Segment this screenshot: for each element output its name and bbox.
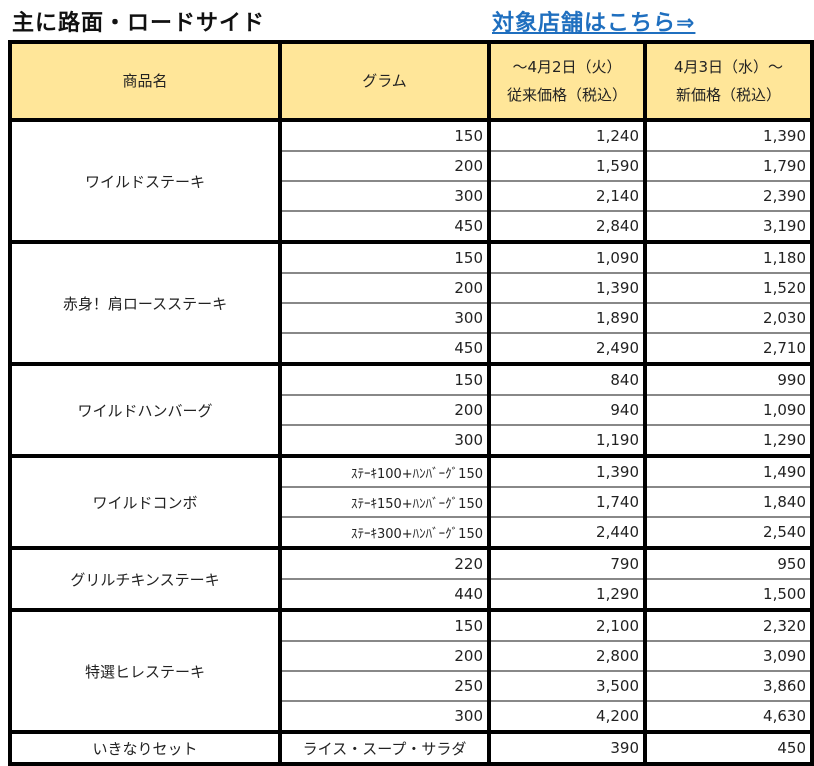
old-price: 2,440	[487, 517, 647, 550]
new-price: 1,790	[643, 151, 814, 182]
old-price: 1,740	[487, 487, 647, 518]
old-price: 1,390	[487, 273, 647, 304]
new-price: 950	[643, 548, 814, 580]
new-price: 2,030	[643, 303, 814, 334]
table-row: 440 1,290 1,500	[10, 579, 814, 612]
table-row: 200 1,590 1,790	[10, 151, 814, 182]
new-price: 1,520	[643, 273, 814, 304]
old-price: 3,500	[487, 671, 647, 702]
new-price: 3,190	[643, 211, 814, 244]
gram-value: 150	[278, 242, 491, 274]
old-price: 940	[487, 395, 647, 426]
column-header-gram: グラム	[278, 40, 491, 122]
old-price: 1,890	[487, 303, 647, 334]
new-price: 3,090	[643, 641, 814, 672]
product-name: グリルチキンステーキ	[8, 546, 282, 612]
table-row: グリルチキンステーキ 220 790 950	[8, 546, 814, 612]
table-row: ｽﾃｰｷ150+ﾊﾝﾊﾞｰｸﾞ150 1,740 1,840	[10, 487, 814, 518]
old-price: 2,840	[487, 211, 647, 244]
gram-value: 450	[278, 211, 491, 244]
old-price: 2,140	[487, 181, 647, 212]
price-table: 商品名 グラム ～4月2日（火） 従来価格（税込） 4月3日（水）～ 新価格（税…	[8, 40, 814, 766]
table-row: 特選ヒレステーキ 150 2,100 2,320	[8, 608, 814, 734]
gram-value: ｽﾃｰｷ100+ﾊﾝﾊﾞｰｸﾞ150	[278, 456, 491, 488]
old-price: 390	[487, 732, 647, 766]
gram-value: 200	[278, 151, 491, 182]
gram-value: 250	[278, 671, 491, 702]
gram-value: 450	[278, 333, 491, 366]
old-price: 2,490	[487, 333, 647, 366]
gram-value: 220	[278, 548, 491, 580]
gram-value: ｽﾃｰｷ300+ﾊﾝﾊﾞｰｸﾞ150	[278, 517, 491, 550]
table-row: 250 3,500 3,860	[10, 671, 814, 702]
gram-value: 200	[278, 273, 491, 304]
table-row: 450 2,490 2,710	[10, 333, 814, 366]
old-price: 1,090	[487, 242, 647, 274]
gram-value: 300	[278, 701, 491, 734]
new-price: 990	[643, 364, 814, 396]
gram-value: 300	[278, 425, 491, 458]
gram-value: 200	[278, 395, 491, 426]
column-header-new-price: 4月3日（水）～ 新価格（税込）	[643, 40, 814, 122]
table-row: 300 4,200 4,630	[10, 701, 814, 734]
page-title: 主に路面・ロードサイド	[12, 11, 266, 36]
gram-value: 150	[278, 120, 491, 152]
target-stores-link[interactable]: 対象店舗はこちら⇒	[492, 11, 696, 36]
old-price: 1,190	[487, 425, 647, 458]
old-price: 790	[487, 548, 647, 580]
new-price: 1,180	[643, 242, 814, 274]
column-header-name: 商品名	[8, 40, 282, 122]
product-name: ワイルドハンバーグ	[8, 362, 282, 458]
gram-value: ライス・スープ・サラダ	[278, 732, 491, 766]
new-price: 4,630	[643, 701, 814, 734]
gram-value: 300	[278, 181, 491, 212]
table-row: 200 940 1,090	[10, 395, 814, 426]
new-price: 2,390	[643, 181, 814, 212]
new-price: 1,090	[643, 395, 814, 426]
product-name: ワイルドコンボ	[8, 454, 282, 550]
gram-value: ｽﾃｰｷ150+ﾊﾝﾊﾞｰｸﾞ150	[278, 487, 491, 518]
old-price: 840	[487, 364, 647, 396]
new-price: 450	[643, 732, 814, 766]
table-row: 300 1,190 1,290	[10, 425, 814, 458]
old-price: 2,100	[487, 610, 647, 642]
table-row: ワイルドハンバーグ 150 840 990	[8, 362, 814, 458]
product-name: ワイルドステーキ	[8, 118, 282, 244]
table-row: 200 2,800 3,090	[10, 641, 814, 672]
old-price: 2,800	[487, 641, 647, 672]
old-price: 1,590	[487, 151, 647, 182]
gram-value: 300	[278, 303, 491, 334]
old-price: 1,290	[487, 579, 647, 612]
new-price: 1,390	[643, 120, 814, 152]
table-row: 450 2,840 3,190	[10, 211, 814, 244]
gram-value: 150	[278, 364, 491, 396]
table-row: ワイルドコンボ ｽﾃｰｷ100+ﾊﾝﾊﾞｰｸﾞ150 1,390 1,490	[8, 454, 814, 550]
new-price: 2,320	[643, 610, 814, 642]
table-row: 300 1,890 2,030	[10, 303, 814, 334]
new-price: 1,500	[643, 579, 814, 612]
product-name: 赤身！肩ロースステーキ	[8, 240, 282, 366]
new-price: 2,540	[643, 517, 814, 550]
new-price: 2,710	[643, 333, 814, 366]
column-header-old-price: ～4月2日（火） 従来価格（税込）	[487, 40, 647, 122]
new-price: 3,860	[643, 671, 814, 702]
gram-value: 200	[278, 641, 491, 672]
old-price: 1,240	[487, 120, 647, 152]
table-row: ワイルドステーキ 150 1,240 1,390	[8, 118, 814, 244]
gram-value: 440	[278, 579, 491, 612]
product-name: いきなりセット	[8, 730, 282, 766]
old-price: 1,390	[487, 456, 647, 488]
table-row: ｽﾃｰｷ300+ﾊﾝﾊﾞｰｸﾞ150 2,440 2,540	[10, 517, 814, 550]
table-row: 200 1,390 1,520	[10, 273, 814, 304]
gram-value: 150	[278, 610, 491, 642]
new-price: 1,840	[643, 487, 814, 518]
new-price: 1,290	[643, 425, 814, 458]
new-price: 1,490	[643, 456, 814, 488]
table-row: いきなりセット ライス・スープ・サラダ 390 450	[8, 730, 814, 766]
table-row: 300 2,140 2,390	[10, 181, 814, 212]
product-name: 特選ヒレステーキ	[8, 608, 282, 734]
table-row: 赤身！肩ロースステーキ 150 1,090 1,180	[8, 240, 814, 366]
table-header-row: 商品名 グラム ～4月2日（火） 従来価格（税込） 4月3日（水）～ 新価格（税…	[8, 40, 814, 122]
old-price: 4,200	[487, 701, 647, 734]
